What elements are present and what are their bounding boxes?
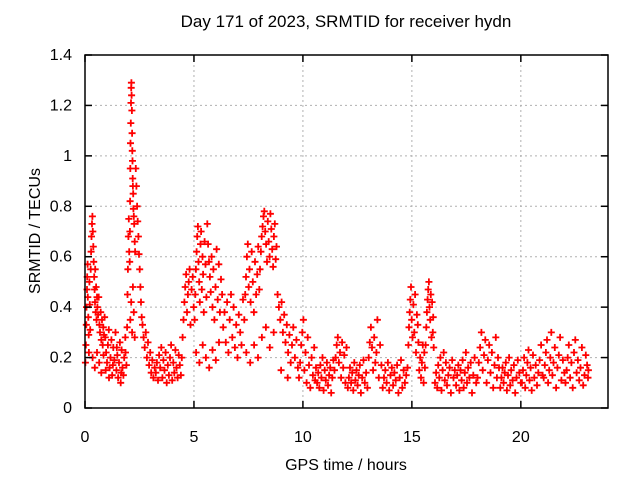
x-tick-label-20: 20 [512,429,530,446]
y-tick-label-0.4: 0.4 [50,299,72,316]
y-tick-label-1: 1 [63,148,72,165]
gridlines [85,55,608,408]
y-tick-label-1.4: 1.4 [50,47,72,64]
y-tick-label-1.2: 1.2 [50,97,72,114]
x-tick-labels: 0 5 10 15 20 [81,429,530,446]
y-tick-label-0: 0 [63,400,72,417]
y-tick-labels: 0 0.2 0.4 0.6 0.8 1 1.2 1.4 [50,47,72,417]
x-tick-label-0: 0 [81,429,90,446]
x-tick-label-15: 15 [403,429,421,446]
x-tick-label-5: 5 [190,429,199,446]
scatter-points [81,79,592,397]
x-axis-label: GPS time / hours [285,457,407,474]
data-point-crosses [81,79,592,397]
axis-tick-marks [84,54,608,409]
y-tick-label-0.8: 0.8 [50,198,72,215]
y-tick-label-0.6: 0.6 [50,249,72,266]
plot-border [84,54,609,409]
y-axis-label: SRMTID / TECUs [27,168,44,294]
y-tick-label-0.2: 0.2 [50,350,72,367]
x-tick-label-10: 10 [294,429,312,446]
chart-title: Day 171 of 2023, SRMTID for receiver hyd… [181,12,512,31]
